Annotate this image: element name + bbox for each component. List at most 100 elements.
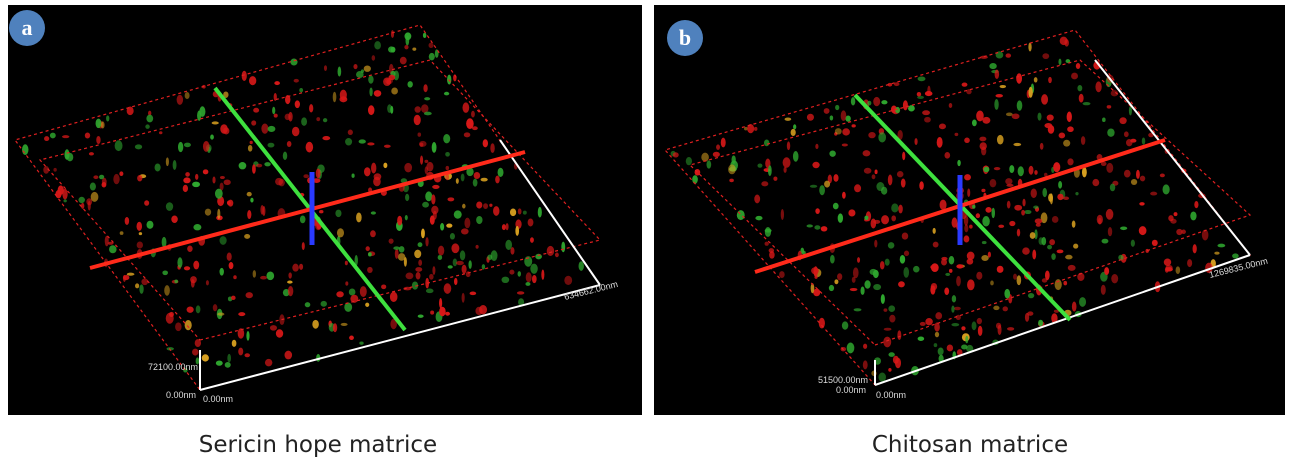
dot	[489, 204, 492, 207]
dot	[1073, 244, 1078, 249]
dot	[233, 275, 236, 279]
dot	[765, 229, 772, 233]
dot	[238, 312, 245, 316]
dot	[119, 171, 123, 176]
dot	[445, 152, 450, 157]
dot	[1168, 215, 1173, 221]
dot	[187, 246, 192, 252]
dot	[1016, 73, 1022, 83]
dot	[815, 144, 818, 149]
dot	[1005, 178, 1012, 184]
dot	[1098, 218, 1102, 225]
dot	[811, 267, 819, 274]
dot	[716, 144, 720, 149]
dot	[337, 228, 344, 237]
dot	[510, 247, 514, 254]
dot	[509, 270, 514, 275]
dot	[555, 252, 559, 257]
dot	[898, 281, 905, 287]
dot	[1152, 240, 1158, 246]
dot	[220, 268, 224, 276]
dot	[977, 318, 982, 324]
dot	[294, 79, 299, 83]
dot	[185, 172, 190, 177]
dot	[863, 150, 871, 156]
dot	[58, 185, 64, 195]
dot	[888, 305, 895, 312]
dot	[141, 278, 148, 285]
dot	[274, 81, 280, 85]
dot	[470, 292, 477, 296]
dot	[451, 243, 459, 253]
dot	[144, 200, 149, 206]
dot	[284, 351, 292, 360]
dot	[706, 160, 711, 168]
dot	[807, 224, 813, 227]
dot	[1068, 265, 1076, 271]
dot	[1030, 232, 1036, 239]
dot	[215, 189, 223, 199]
dot	[1022, 247, 1030, 254]
dot	[1029, 166, 1034, 175]
dot	[462, 293, 465, 303]
dot	[249, 76, 256, 85]
dot	[336, 291, 343, 297]
dot	[321, 301, 327, 307]
dot	[976, 272, 982, 280]
dot	[431, 206, 438, 214]
dot	[155, 163, 161, 171]
dot	[462, 102, 469, 113]
dot	[1037, 113, 1041, 121]
dot	[369, 87, 372, 96]
dot	[404, 257, 407, 267]
dot	[964, 224, 968, 232]
dot	[978, 326, 983, 336]
dot	[349, 336, 354, 340]
dot	[1120, 227, 1127, 231]
dot	[917, 92, 921, 97]
dot	[372, 55, 376, 61]
dot	[399, 246, 405, 253]
dot	[881, 294, 885, 304]
dot	[888, 368, 891, 372]
dot	[425, 237, 428, 246]
dot	[206, 280, 209, 285]
dot	[833, 174, 838, 182]
dot	[359, 139, 366, 143]
dot	[837, 273, 842, 280]
dot	[476, 201, 482, 208]
dot	[1163, 184, 1170, 194]
dot	[125, 217, 129, 225]
dot	[765, 242, 769, 246]
dot	[479, 305, 487, 314]
dot	[224, 179, 231, 185]
dot	[348, 130, 353, 135]
dot	[894, 82, 900, 86]
dot	[1176, 266, 1181, 274]
dot	[431, 194, 435, 204]
dot	[967, 258, 974, 264]
dot	[498, 168, 504, 177]
dot	[456, 261, 464, 265]
dot	[1214, 252, 1219, 255]
dot	[220, 176, 225, 179]
dot	[967, 279, 975, 290]
dot	[225, 362, 231, 368]
dot	[422, 202, 429, 208]
dot	[737, 210, 745, 220]
dot	[1092, 179, 1099, 186]
dot	[365, 303, 369, 307]
dot	[1009, 221, 1015, 226]
dot	[416, 272, 421, 279]
dot	[356, 212, 362, 222]
dot	[432, 142, 437, 153]
dot	[983, 167, 989, 173]
dot	[146, 221, 153, 229]
dot	[1193, 244, 1197, 253]
dot	[447, 197, 454, 201]
dot	[1041, 237, 1046, 245]
dot	[1041, 94, 1048, 105]
dot	[1160, 174, 1165, 178]
dot	[202, 354, 209, 361]
dot	[773, 176, 777, 180]
